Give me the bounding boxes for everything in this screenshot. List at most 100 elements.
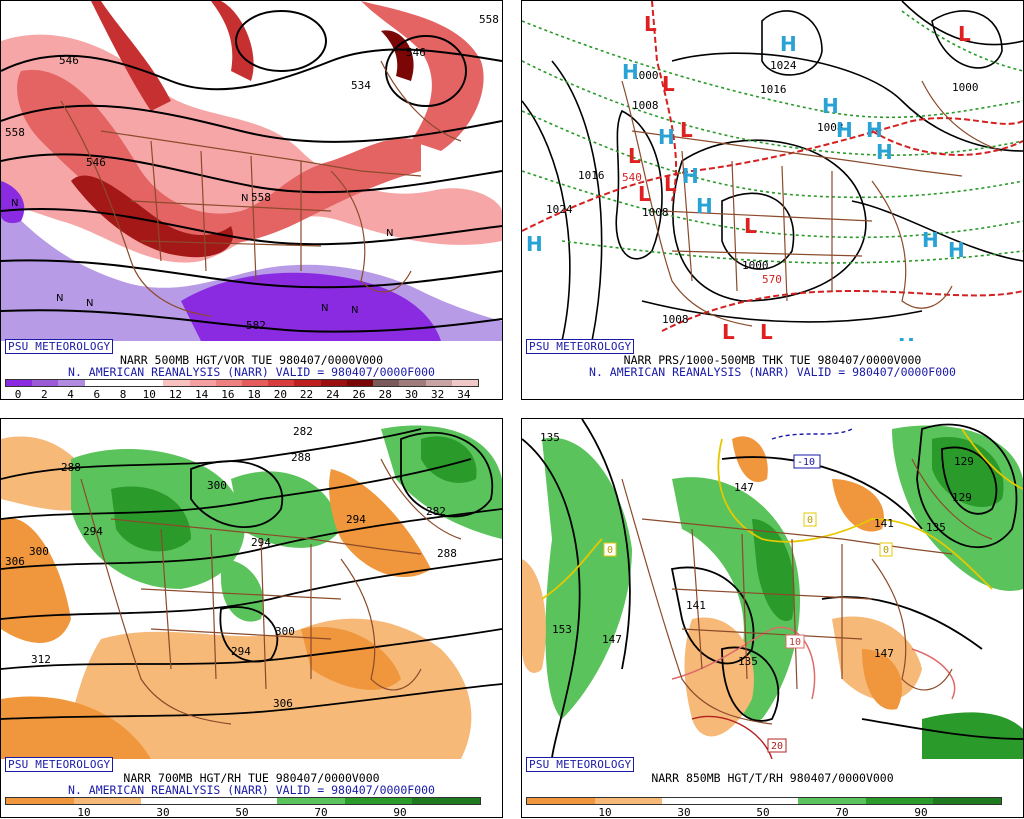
contour-label: 147 — [602, 633, 622, 646]
colorbar-tick-label: 90 — [914, 806, 928, 818]
colorbar-swatch — [527, 798, 595, 804]
low-pressure-marker: L — [638, 182, 651, 206]
colorbar-swatch — [730, 798, 798, 804]
contour-label: 141 — [686, 599, 706, 612]
map-700mb: 282 288 288 300 294 294 294 282 288 306 … — [1, 419, 502, 759]
low-pressure-marker: L — [958, 22, 971, 46]
isobar-label: 1008 — [817, 121, 844, 134]
colorbar-tick-label: 30 — [677, 806, 691, 818]
map-mslp: 1024 1016 1008 1000 1008 1016 1024 1000 … — [522, 1, 1023, 341]
colorbar-tick-label: 0 — [14, 388, 22, 400]
contour-label: 294 — [251, 536, 271, 549]
svg-text:N: N — [11, 198, 18, 209]
colorbar-swatch — [797, 798, 866, 804]
colorbar-swatch — [294, 380, 321, 386]
colorbar-swatch — [58, 380, 85, 386]
isobar-label: 1000 — [952, 81, 979, 94]
contour-label: 534 — [351, 79, 371, 92]
low-pressure-marker: L — [744, 214, 757, 238]
high-pressure-marker: H — [658, 125, 675, 149]
panel-850mb-t-rh: 135 147 129 129 135 141 141 153 147 135 … — [521, 418, 1024, 818]
colorbar-tick-label: 10 — [77, 806, 91, 818]
contour-label: 300 — [29, 545, 49, 558]
colorbar-swatch — [209, 798, 277, 804]
high-pressure-marker: H — [948, 238, 965, 262]
colorbar-swatch — [189, 380, 216, 386]
high-pressure-marker: H — [526, 232, 543, 256]
temperature-label: 0 — [883, 545, 889, 556]
panel-subtitle: N. AMERICAN REANALYSIS (NARR) VALID = 98… — [589, 365, 956, 379]
colorbar-swatch — [163, 380, 190, 386]
temperature-label: 0 — [807, 515, 813, 526]
colorbar-swatch — [662, 798, 731, 804]
colorbar-tick-label: 28 — [378, 388, 392, 400]
contour-label: 546 — [86, 156, 106, 169]
contour-label: 294 — [231, 645, 251, 658]
colorbar-swatch — [412, 798, 480, 804]
psu-meteorology-badge: PSU METEOROLOGY — [5, 339, 114, 354]
high-pressure-marker: H — [876, 140, 893, 164]
panel-subtitle: N. AMERICAN REANALYSIS (NARR) VALID = 98… — [68, 365, 435, 379]
panel-subtitle: N. AMERICAN REANALYSIS (NARR) VALID = 98… — [68, 783, 435, 797]
colorbar-swatch — [84, 380, 111, 386]
contour-label: 135 — [540, 431, 560, 444]
colorbar-tick-label: 70 — [314, 806, 328, 818]
isobar-label: 1000 — [632, 69, 659, 82]
thickness-label: 570 — [762, 273, 782, 286]
contour-label: 312 — [31, 653, 51, 666]
low-pressure-marker: L — [628, 144, 641, 168]
colorbar-tick-label: 32 — [431, 388, 445, 400]
contour-label: 288 — [437, 547, 457, 560]
temperature-label: 20 — [771, 741, 783, 752]
colorbar-tick-label: 90 — [393, 806, 407, 818]
colorbar-tick-label: 12 — [168, 388, 183, 400]
colorbar-tick-label: 8 — [119, 388, 127, 400]
svg-text:N: N — [351, 305, 358, 316]
colorbar-tick-label: 10 — [142, 388, 156, 400]
temperature-label: -10 — [797, 457, 815, 468]
colorbar-tick-label: 34 — [457, 388, 471, 400]
map-500mb: 558 546 546 534 546 558 582 558 N N N N N N N — [1, 1, 502, 341]
colorbar-swatch — [73, 798, 142, 804]
isobar-label: 1016 — [760, 83, 787, 96]
high-pressure-marker: H — [780, 32, 797, 56]
colorbar-swatch — [933, 798, 1001, 804]
isobar-label: 1008 — [662, 313, 689, 326]
contour-label: 147 — [734, 481, 754, 494]
high-pressure-marker: H — [822, 94, 839, 118]
psu-meteorology-badge: PSU METEOROLOGY — [5, 757, 114, 772]
high-pressure-marker: H — [922, 228, 939, 252]
vorticity-colorbar — [5, 379, 479, 387]
colorbar-swatch — [32, 380, 59, 386]
panel-title: NARR 850MB HGT/T/RH 980407/0000V000 — [651, 771, 894, 785]
svg-text:N: N — [321, 303, 328, 314]
colorbar-tick-label: 70 — [835, 806, 849, 818]
svg-text:N: N — [386, 228, 393, 239]
low-pressure-marker: L — [662, 72, 675, 96]
psu-meteorology-badge: PSU METEOROLOGY — [526, 757, 635, 772]
contour-label: 141 — [874, 517, 894, 530]
isobar-label: 1000 — [742, 259, 769, 272]
high-pressure-marker: H — [682, 164, 699, 188]
contour-label: 282 — [426, 505, 446, 518]
contour-label: 546 — [406, 46, 426, 59]
colorbar-tick-label: 2 — [41, 388, 48, 400]
contour-label: 306 — [5, 555, 25, 568]
colorbar-tick-label: 16 — [221, 388, 235, 400]
contour-label: 306 — [273, 697, 293, 710]
map-850mb: 135 147 129 129 135 141 141 153 147 135 … — [522, 419, 1023, 759]
low-pressure-marker: L — [722, 320, 735, 341]
panel-mslp-thickness: 1024 1016 1008 1000 1008 1016 1024 1000 … — [521, 0, 1024, 400]
colorbar-swatch — [141, 798, 210, 804]
colorbar-tick-label: 14 — [195, 388, 209, 400]
isobar-label: 1008 — [642, 206, 669, 219]
colorbar-tick-label: 6 — [93, 388, 101, 400]
panel-title: NARR 700MB HGT/RH TUE 980407/0000V000 — [123, 771, 380, 785]
low-pressure-marker: L — [664, 172, 677, 196]
rh-colorbar — [526, 797, 1002, 805]
contour-label: 558 — [5, 126, 25, 139]
contour-label: 135 — [926, 521, 946, 534]
isobar-label: 1024 — [546, 203, 573, 216]
contour-label: 282 — [293, 425, 313, 438]
contour-label: 294 — [346, 513, 366, 526]
